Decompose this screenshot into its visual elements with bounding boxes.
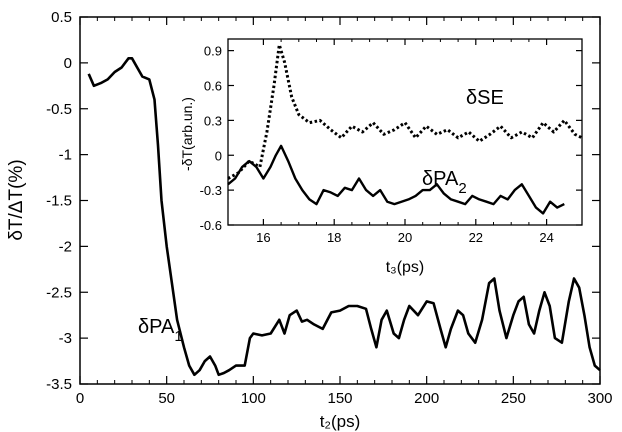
main-y-tick-label: 0.5 — [51, 9, 72, 26]
main-chart: 0 50 100 150 200 250 300 0.50-0.5-1-1.5-2-2.5-… — [6, 9, 613, 431]
main-y-tick-label: -1.5 — [46, 193, 72, 210]
inset-series-dse-line — [227, 43, 583, 180]
inset-y-tick-label: -0.6 — [200, 218, 222, 233]
main-x-tick-label: 50 — [158, 390, 175, 407]
inset-annotation-dse-main: δSE — [466, 87, 504, 109]
inset-background — [228, 39, 582, 225]
main-x-tick-label: 0 — [76, 390, 84, 407]
inset-y-tick-label: 0.3 — [204, 113, 222, 128]
main-annotation-main: δPA — [138, 316, 175, 338]
inset-annotation-dse: δSE — [466, 87, 504, 109]
main-y-tick-labels: 0.5 0 -0.5 -1 -1.5 -2 -2.5 -3 -3.5 — [46, 9, 72, 393]
inset-y-tick-label: -0.3 — [200, 183, 222, 198]
main-x-tick-label: 200 — [414, 390, 439, 407]
main-y-tick-label: -0.5 — [46, 101, 72, 118]
main-annotation-dpa1: δPA1 — [138, 316, 183, 345]
inset-annotation-dpa2-sub: 2 — [458, 180, 466, 197]
main-x-tick-label: 300 — [587, 390, 612, 407]
inset-y-axis-label: -δT(arb.un.) — [179, 97, 195, 171]
inset-y-tick-labels: 0.9 0.6 0.3 0 -0.3 -0.6 — [200, 44, 222, 233]
inset-x-tick-label: 20 — [398, 230, 412, 245]
main-y-tick-label: -1 — [59, 147, 72, 164]
main-x-tick-label: 250 — [501, 390, 526, 407]
inset-x-tick-labels: 16 18 20 22 24 — [256, 230, 554, 245]
main-ticks — [79, 16, 601, 385]
main-annotation-sub: 1 — [174, 328, 182, 345]
inset-ticks — [228, 39, 582, 226]
inset-y-tick-label: 0.9 — [204, 44, 222, 59]
inset-chart: 16 18 20 22 24 0.9 0.6 0.3 0 -0.3 -0.6 t₃(ps) -δT… — [179, 38, 583, 276]
inset-annotation-dpa2-main: δPA — [422, 168, 459, 190]
main-y-tick-label: -3 — [59, 330, 72, 347]
inset-x-tick-label: 24 — [539, 230, 553, 245]
main-y-axis-label: δT/ΔT(%) — [6, 159, 27, 240]
inset-x-tick-label: 18 — [327, 230, 341, 245]
inset-y-tick-label: 0.6 — [204, 79, 222, 94]
main-x-tick-label: 150 — [327, 390, 352, 407]
main-y-tick-label: -2.5 — [46, 284, 72, 301]
inset-y-tick-label: 0 — [215, 148, 222, 163]
inset-annotation-dpa2: δPA2 — [422, 168, 467, 197]
inset-series — [227, 43, 583, 215]
main-y-tick-label: -2 — [59, 238, 72, 255]
main-x-tick-labels: 0 50 100 150 200 250 300 — [76, 390, 613, 407]
inset-x-axis-label: t₃(ps) — [386, 259, 425, 276]
main-y-tick-label: 0 — [64, 55, 72, 72]
inset-x-tick-label: 16 — [256, 230, 270, 245]
inset-x-tick-label: 22 — [469, 230, 483, 245]
main-series-line — [87, 56, 601, 377]
main-x-axis-label: t₂(ps) — [320, 412, 361, 431]
main-x-tick-label: 100 — [241, 390, 266, 407]
main-y-tick-label: -3.5 — [46, 376, 72, 393]
main-series — [87, 56, 601, 377]
inset-series-dpa2-line — [227, 144, 565, 215]
